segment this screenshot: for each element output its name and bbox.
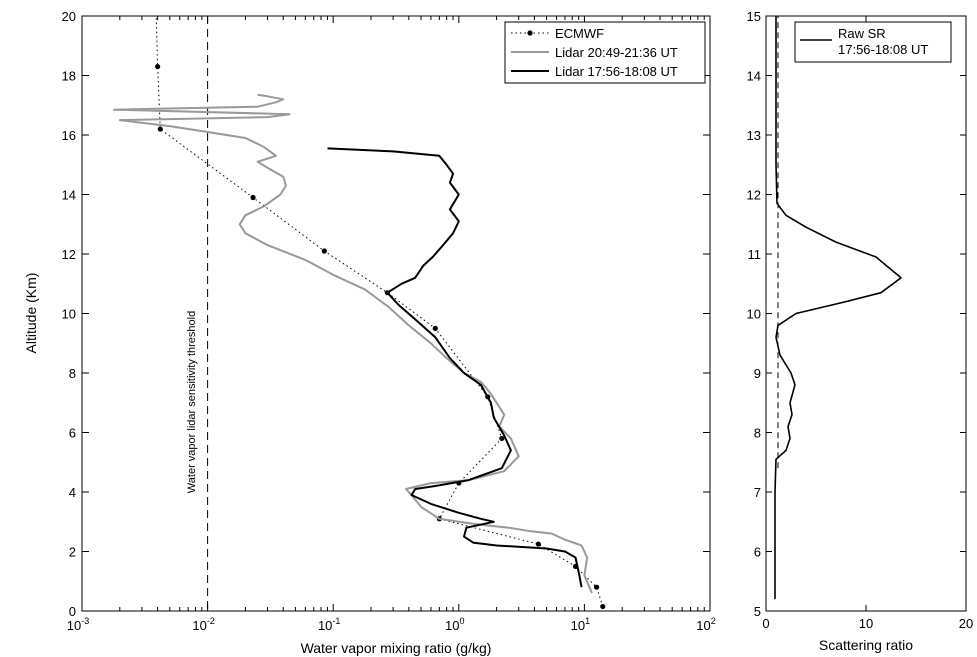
ecmwf-point <box>321 248 327 254</box>
y-tick-label: 11 <box>748 247 762 262</box>
altitude-axis-label: Altitude (Km) <box>23 273 39 354</box>
legend-label: Lidar 17:56-18:08 UT <box>555 64 678 79</box>
scattering-ratio-axis-label: Scattering ratio <box>819 637 913 653</box>
y-tick-label: 20 <box>62 9 76 24</box>
legend-label: Raw SR <box>838 26 886 41</box>
y-tick-label: 14 <box>747 69 761 84</box>
ecmwf-point <box>499 435 505 442</box>
y-tick-label: 7 <box>754 485 761 500</box>
scattering-ratio-chart: 0 10 20 5 6 7 8 9 10 11 12 13 14 15 Scattering ratio… <box>747 9 974 653</box>
y-tick-label: 10 <box>747 307 761 322</box>
x-tick-label-exponent: -1 <box>332 616 340 626</box>
lidar-line-1 <box>113 93 593 594</box>
ecmwf-point <box>250 194 256 201</box>
y-tick-label: 8 <box>69 366 76 381</box>
legend-label: ECMWF <box>555 26 604 41</box>
x-tick-label-exponent: 0 <box>460 616 465 626</box>
scattering-ratio-series <box>774 16 902 600</box>
y-tick-label: 13 <box>747 128 761 143</box>
mixing-ratio-series <box>113 15 606 610</box>
scattering-ratio-x-ticks: 0 10 20 <box>762 16 973 631</box>
x-tick-label-exponent: -2 <box>207 616 215 626</box>
y-tick-label: 14 <box>62 188 76 203</box>
y-tick-label: 16 <box>62 128 76 143</box>
y-tick-label: 5 <box>754 604 761 619</box>
legend-label: Lidar 20:49-21:36 UT <box>555 45 678 60</box>
ecmwf-point <box>535 541 541 547</box>
y-tick-label: 15 <box>747 9 761 24</box>
mixing-ratio-plot-area <box>81 15 711 612</box>
x-tick-label: 0 <box>762 616 769 631</box>
y-tick-label: 0 <box>69 604 76 619</box>
y-tick-label: 12 <box>62 247 76 262</box>
legend-box <box>794 21 952 63</box>
altitude-y-ticks: 0 2 4 6 8 10 12 14 16 18 20 <box>62 9 710 619</box>
ecmwf-point <box>432 325 438 331</box>
ecmwf-point <box>155 63 161 70</box>
x-tick-label: 10 <box>859 616 873 631</box>
x-tick-label: 20 <box>959 616 973 631</box>
x-tick-label-exponent: 2 <box>711 616 716 626</box>
x-tick-label-exponent: 1 <box>585 616 590 626</box>
ecmwf-point <box>600 603 606 610</box>
y-tick-label: 8 <box>754 426 761 441</box>
scattering-ratio-plot-area <box>765 15 967 612</box>
y-tick-label: 18 <box>62 69 76 84</box>
lidar-line-2 <box>327 147 583 588</box>
y-tick-label: 6 <box>69 426 76 441</box>
y-tick-label: 9 <box>754 366 761 381</box>
mixing-ratio-legend: ECMWF Lidar 20:49-21:36 UT Lidar 17:56-18:… <box>504 21 706 84</box>
ecmwf-point <box>157 126 163 132</box>
ecmwf-point <box>593 584 600 590</box>
mixing-ratio-x-ticks: 10-3 10-2 10-1 100 101 102 <box>67 16 716 633</box>
raw-sr-line <box>774 16 902 600</box>
mixing-ratio-axis-label: Water vapor mixing ratio (g/kg) <box>301 640 492 656</box>
y-tick-label: 6 <box>754 545 761 560</box>
y-tick-label: 10 <box>62 307 76 322</box>
y-tick-label: 4 <box>69 485 76 500</box>
scattering-altitude-y-ticks: 5 6 7 8 9 10 11 12 13 14 15 <box>747 9 966 619</box>
sensitivity-threshold-label: Water vapor lidar sensitivity threshold <box>186 311 198 493</box>
x-tick-label-exponent: -3 <box>81 616 89 626</box>
y-tick-label: 12 <box>747 188 761 203</box>
legend-label: 17:56-18:08 UT <box>838 42 928 57</box>
mixing-ratio-chart: 10-3 10-2 10-1 100 101 102 02468101214161820 … <box>23 9 716 656</box>
legend-marker <box>527 30 533 36</box>
y-tick-label: 2 <box>69 545 76 560</box>
